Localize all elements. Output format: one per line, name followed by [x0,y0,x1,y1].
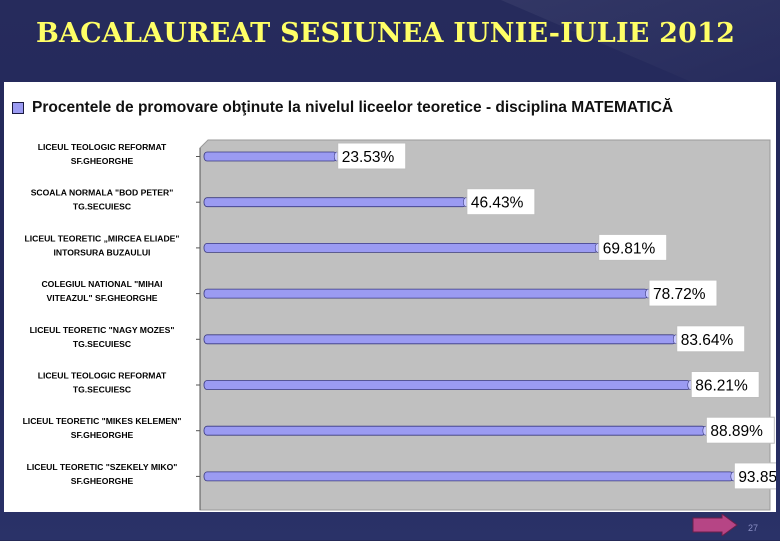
data-label-box [466,188,536,216]
bar [203,242,599,253]
category-label: SF.GHEORGHE [71,156,134,166]
data-label-box [337,142,407,170]
data-label: 86.21% [695,378,748,395]
category-label: COLEGIUL NATIONAL "MIHAI [41,279,162,289]
data-label-box [705,416,775,444]
legend-swatch [12,102,24,114]
category-label: LICEUL TEORETIC "NAGY MOZES" [30,325,175,335]
data-label: 88.89% [710,423,763,440]
data-label-box [648,279,718,307]
bar [203,197,467,208]
category-label: TG.SECUIESC [73,202,131,212]
data-label-box [676,325,746,353]
next-arrow-icon [692,513,738,537]
next-slide-button[interactable] [692,513,738,537]
category-label: LICEUL TEORETIC "MIKES KELEMEN" [23,416,182,426]
legend-label: Procentele de promovare obţinute la nive… [32,99,674,116]
category-label: TG.SECUIESC [73,339,131,349]
bar [203,380,691,390]
data-label-box [733,462,776,490]
data-label-box [690,371,760,398]
data-label: 69.81% [603,240,656,257]
data-label: 46.43% [471,195,524,212]
data-label: 93.85% [738,469,776,486]
category-label: SCOALA NORMALA "BOD PETER" [31,188,174,198]
slide-title: BACALAUREAT SESIUNEA IUNIE-IULIE 2012 [36,18,736,49]
bar [203,471,734,482]
chart-legend: Procentele de promovare obţinute la nive… [12,96,673,120]
category-label: INTORSURA BUZAULUI [54,247,151,257]
data-label: 83.64% [681,332,734,349]
category-label: LICEUL TEORETIC "SZEKELY MIKO" [27,462,178,472]
category-label: LICEUL TEORETIC „MIRCEA ELIADE" [25,233,180,243]
chart-panel: 23.53% LICEUL TEOLOGIC REFORMAT SF.GHEORGH… [4,82,776,512]
bar [203,334,677,345]
category-label: SF.GHEORGHE [71,476,134,486]
category-label: SF.GHEORGHE [71,430,134,440]
slide-number: 27 [748,523,759,533]
category-label: LICEUL TEOLOGIC REFORMAT [38,142,167,152]
bar-chart: 23.53% LICEUL TEOLOGIC REFORMAT SF.GHEORGH… [23,139,776,511]
category-label: VITEAZUL" SF.GHEORGHE [46,293,157,303]
data-label: 23.53% [342,149,395,166]
bar [203,151,338,162]
category-label: LICEUL TEOLOGIC REFORMAT [38,371,167,381]
data-label: 78.72% [653,286,706,303]
bar [203,425,706,436]
category-label: TG.SECUIESC [73,385,131,395]
data-label-box [598,233,668,261]
bar [203,288,649,299]
